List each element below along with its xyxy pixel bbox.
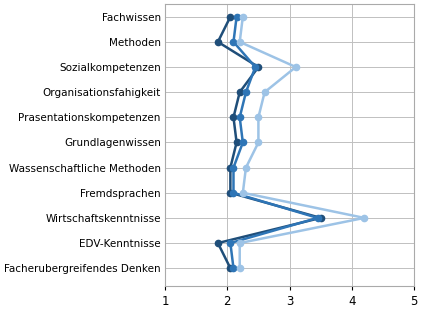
Line: Series1: Series1 [215,14,324,271]
Series3 [256,141,261,144]
Series2 [315,216,320,220]
Series2 [243,90,249,94]
Series1 [215,40,220,44]
Series1 [228,266,233,270]
Series3 [256,115,261,119]
Series2 [237,115,242,119]
Series3 [243,166,249,169]
Series2 [240,141,245,144]
Series1 [237,90,242,94]
Series3 [237,266,242,270]
Series2 [234,15,239,19]
Series2 [231,166,236,169]
Series3 [240,15,245,19]
Series2 [231,40,236,44]
Line: Series3: Series3 [237,14,368,271]
Series1 [228,191,233,195]
Series1 [228,15,233,19]
Series2 [253,65,258,69]
Series2 [231,266,236,270]
Line: Series2: Series2 [227,14,321,271]
Series3 [362,216,367,220]
Series2 [228,241,233,245]
Series3 [293,65,298,69]
Series3 [262,90,267,94]
Series3 [237,40,242,44]
Series1 [318,216,323,220]
Series3 [237,241,242,245]
Series1 [231,115,236,119]
Series3 [240,191,245,195]
Series1 [228,166,233,169]
Series1 [215,241,220,245]
Series1 [256,65,261,69]
Series2 [231,191,236,195]
Series1 [234,141,239,144]
